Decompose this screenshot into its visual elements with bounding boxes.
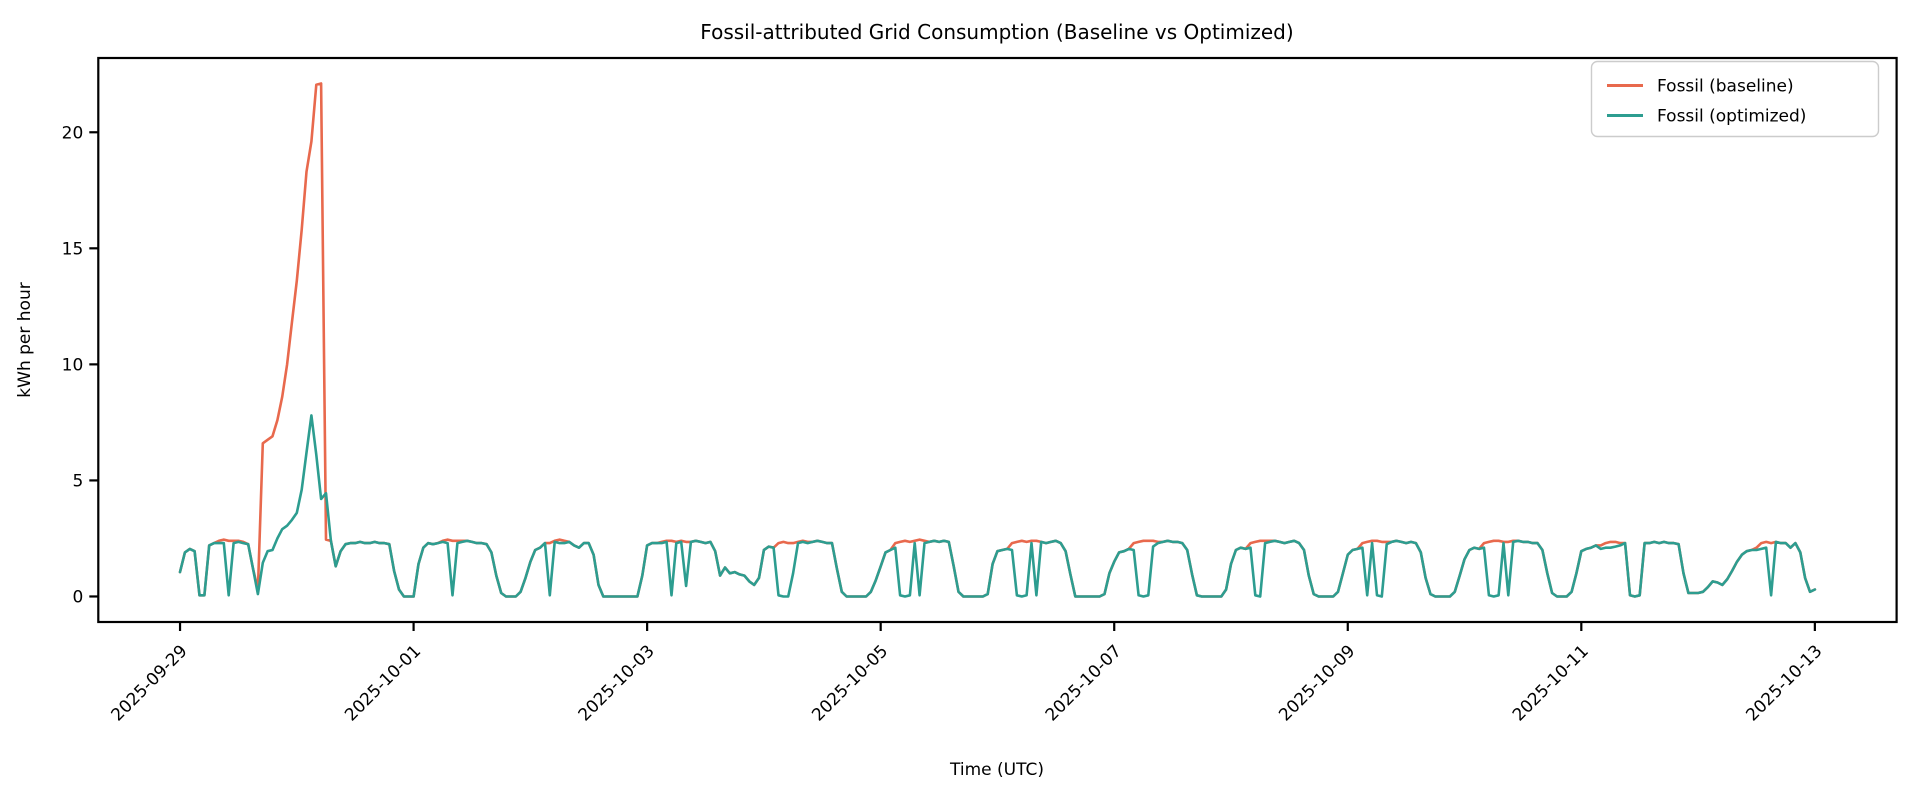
series-line-fossil-baseline- [178,82,1817,598]
x-tick-label: 2025-10-07 [1042,641,1126,725]
x-tick-label: 2025-09-29 [108,641,192,725]
legend-label-baseline: Fossil (baseline) [1657,77,1794,97]
y-tick-label: 10 [62,355,84,375]
x-axis-ticks: 2025-09-29 2025-10-01 2025-10-03 2025-10-05… [108,622,1826,725]
y-tick-label: 5 [72,471,83,491]
y-axis-ticks: 0 5 10 15 20 [62,123,99,607]
y-tick-label: 20 [62,123,84,143]
x-tick-label: 2025-10-01 [341,641,425,725]
data-series [178,82,1817,598]
x-tick-label: 2025-10-09 [1275,641,1359,725]
legend: Fossil (baseline) Fossil (optimized) [1590,60,1880,138]
x-axis-label: Time (UTC) [949,760,1044,780]
x-tick-label: 2025-10-03 [575,641,659,725]
y-tick-label: 15 [62,239,84,259]
legend-label-optimized: Fossil (optimized) [1657,107,1806,127]
y-axis-label: kWh per hour [15,282,35,397]
plot-frame [97,56,1898,624]
x-tick-label: 2025-10-11 [1509,641,1593,725]
chart-title: Fossil-attributed Grid Consumption (Base… [700,20,1293,44]
y-tick-label: 0 [72,587,83,607]
x-tick-label: 2025-10-13 [1742,641,1826,725]
series-line-fossil-optimized- [178,414,1817,598]
legend-box [1590,60,1880,138]
x-tick-label: 2025-10-05 [808,641,892,725]
